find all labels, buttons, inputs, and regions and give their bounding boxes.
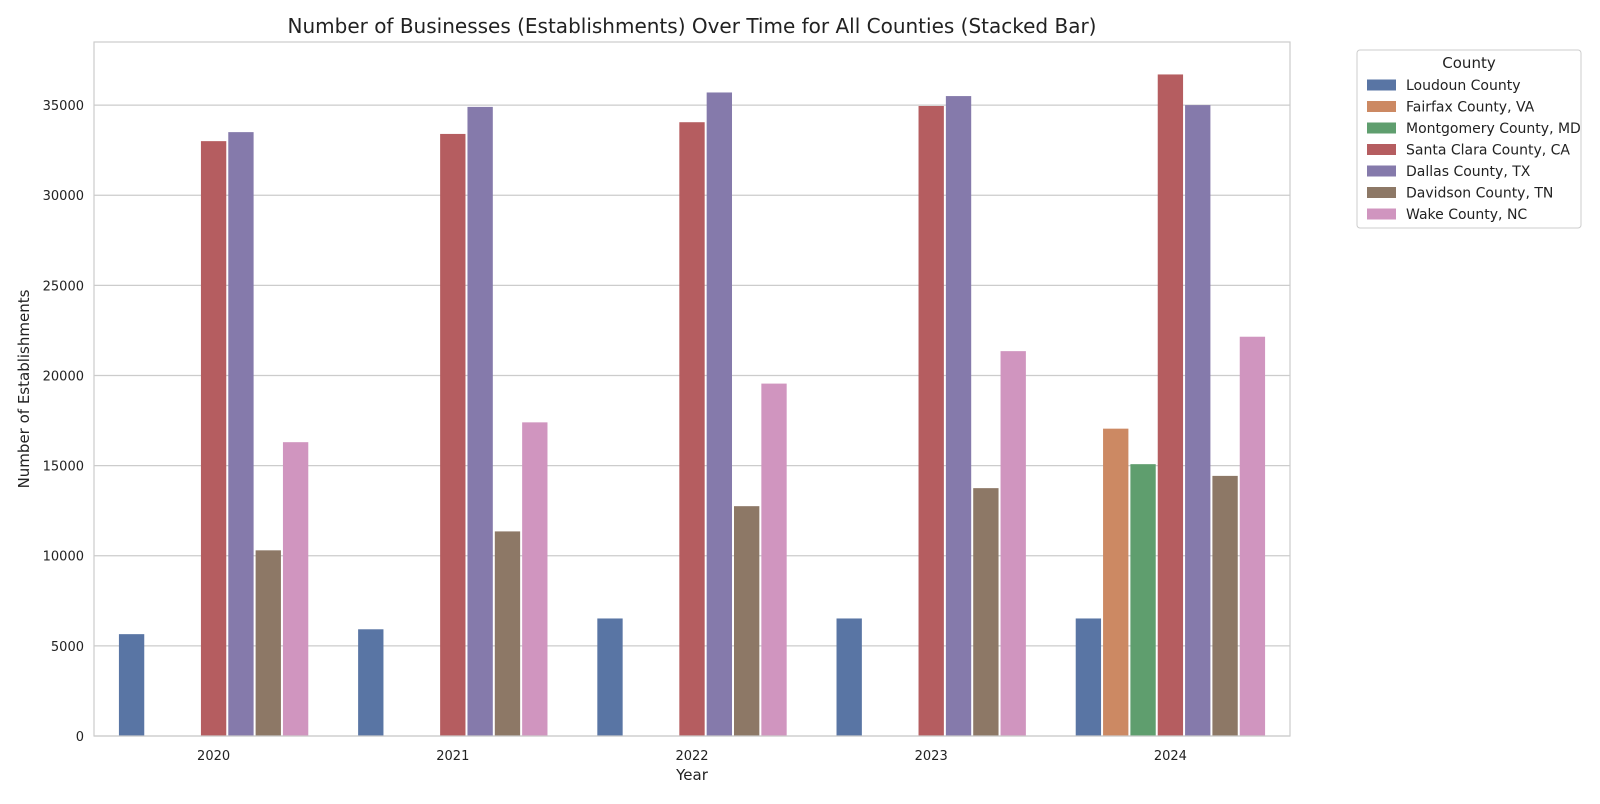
legend-swatch xyxy=(1367,208,1396,220)
y-tick-label: 30000 xyxy=(43,189,84,204)
y-tick-label: 20000 xyxy=(43,369,84,384)
legend-label: Loudoun County xyxy=(1406,78,1521,94)
bar xyxy=(1185,105,1211,736)
legend-items: Loudoun County Fairfax County, VA Montgome… xyxy=(1367,78,1581,223)
legend-label: Santa Clara County, CA xyxy=(1406,143,1570,159)
bar xyxy=(467,106,493,737)
bar xyxy=(1075,618,1102,736)
x-tick-labels: 2020 2021 2022 2023 2024 xyxy=(197,749,1187,764)
bar xyxy=(494,531,521,736)
y-axis-label: Number of Establishments xyxy=(15,289,33,488)
bar xyxy=(1000,351,1026,736)
bar xyxy=(945,96,972,736)
x-axis-label: Year xyxy=(675,766,709,784)
x-tick-label: 2020 xyxy=(197,749,230,764)
bar xyxy=(440,133,466,736)
legend: County Loudoun County Fairfax County, VA M… xyxy=(1356,49,1582,229)
bar xyxy=(706,92,733,737)
legend-swatch xyxy=(1367,122,1396,134)
legend-label: Fairfax County, VA xyxy=(1406,100,1535,116)
bars xyxy=(118,74,1266,737)
bar xyxy=(1130,464,1156,736)
bar xyxy=(679,122,705,737)
bar xyxy=(358,629,384,736)
x-tick-label: 2024 xyxy=(1154,749,1187,764)
bar xyxy=(1157,74,1184,736)
legend-label: Wake County, NC xyxy=(1406,207,1527,223)
legend-swatch xyxy=(1367,101,1396,112)
bar xyxy=(597,618,623,736)
y-tick-label: 15000 xyxy=(43,460,84,475)
y-tick-label: 5000 xyxy=(51,640,84,655)
legend-label: Davidson County, TN xyxy=(1406,186,1553,202)
bar xyxy=(836,618,862,736)
bar xyxy=(734,506,760,736)
legend-label: Dallas County, TX xyxy=(1406,164,1531,180)
bar xyxy=(918,105,944,737)
y-tick-label: 35000 xyxy=(43,99,84,114)
x-tick-label: 2021 xyxy=(436,749,469,764)
bar xyxy=(118,634,145,736)
legend-title: County xyxy=(1442,54,1496,72)
bar xyxy=(282,442,309,736)
bar xyxy=(761,383,787,736)
legend-swatch xyxy=(1367,79,1396,91)
legend-swatch xyxy=(1367,144,1396,155)
bar xyxy=(522,422,548,736)
x-tick-label: 2023 xyxy=(915,749,948,764)
bar xyxy=(1103,428,1129,736)
plot-frame xyxy=(93,41,1291,737)
bar xyxy=(255,550,281,736)
legend-box xyxy=(1356,49,1582,229)
y-tick-labels: 0 5000 10000 15000 20000 25000 30000 35000 xyxy=(43,99,84,745)
bar xyxy=(200,141,227,737)
bar xyxy=(1212,475,1238,736)
y-tick-label: 0 xyxy=(76,730,84,745)
y-tick-label: 25000 xyxy=(43,279,84,294)
bar xyxy=(973,488,999,736)
x-tick-label: 2022 xyxy=(675,749,708,764)
y-tick-label: 10000 xyxy=(43,550,84,565)
legend-swatch xyxy=(1367,165,1396,177)
legend-label: Montgomery County, MD xyxy=(1406,121,1581,137)
bar xyxy=(228,132,254,736)
chart-title: Number of Businesses (Establishments) Ov… xyxy=(288,14,1097,38)
bar xyxy=(1239,336,1266,736)
legend-swatch xyxy=(1367,187,1396,198)
